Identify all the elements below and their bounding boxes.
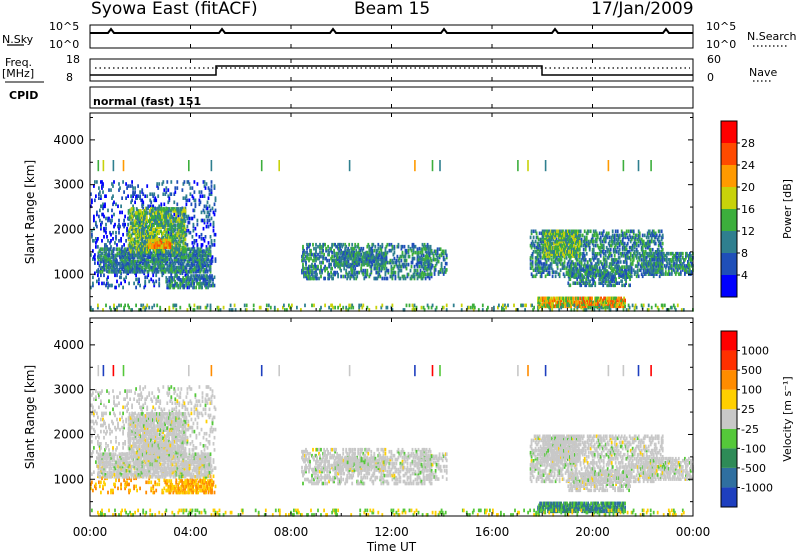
time-tick-label: 16:00	[475, 525, 510, 539]
nsearch-tick-bottom: 10^0	[706, 38, 737, 51]
colorbar-label: Power [dB]	[781, 179, 794, 239]
colorbar-segment	[721, 143, 737, 165]
colorbar-segment	[721, 331, 737, 351]
colorbar-segment	[721, 467, 737, 488]
colorbar-segment	[721, 448, 737, 468]
colorbar-segment	[721, 253, 737, 275]
colorbar-tick-label: 8	[741, 247, 748, 260]
colorbar-tick-label: 1000	[741, 345, 769, 358]
freq-tick-top: 18	[66, 53, 80, 66]
colorbar-tick-label: 24	[741, 159, 755, 172]
range-tick-label: 3000	[53, 383, 84, 397]
colorbar-tick-label: -1000	[741, 481, 773, 494]
velocity-axis: 4000 3000 2000 1000 Slant Range [km]	[23, 321, 693, 503]
nave-tick-top: 60	[707, 53, 721, 66]
colorbar-segment	[721, 389, 737, 410]
colorbar-segment	[721, 350, 737, 371]
colorbar-tick-label: 28	[741, 137, 755, 150]
range-tick-label: 4000	[53, 133, 84, 147]
colorbar-tick-label: 25	[741, 403, 755, 416]
colorbar-segment	[721, 428, 737, 449]
colorbar-segment	[721, 231, 737, 253]
nsearch-label: N.Search	[747, 30, 797, 43]
range-axis-label: Slant Range [km]	[23, 365, 37, 469]
freq-line	[90, 65, 693, 76]
colorbar-tick-label: -25	[741, 423, 759, 436]
time-tick-label: 00:00	[676, 525, 711, 539]
colorbar-tick-label: -100	[741, 442, 766, 455]
power-cells	[90, 160, 694, 312]
nsky-label: N.Sky	[2, 33, 34, 46]
range-tick-label: 2000	[53, 427, 84, 441]
colorbar-segment	[721, 187, 737, 209]
colorbar-segment	[721, 275, 737, 297]
colorbar-tick-label: 16	[741, 203, 755, 216]
colorbar-tick-label: 20	[741, 181, 755, 194]
range-tick-label: 4000	[53, 338, 84, 352]
range-tick-label: 3000	[53, 178, 84, 192]
range-tick-label: 2000	[53, 222, 84, 236]
nsky-tick-bottom: 10^0	[49, 38, 80, 51]
power-colorbar: 28 24 20 16 12 8 4 Power [dB]	[720, 120, 794, 298]
date-label: 17/Jan/2009	[591, 0, 694, 19]
noise-sky-line	[90, 27, 693, 34]
range-tick-label: 1000	[53, 267, 84, 281]
velocity-cells	[90, 365, 694, 517]
colorbar-segment	[721, 487, 737, 507]
colorbar-tick-label: 500	[741, 364, 762, 377]
time-tick-label: 04:00	[173, 525, 208, 539]
time-axis-label: Time UT	[366, 540, 417, 554]
colorbar-segment	[721, 165, 737, 187]
colorbar-tick-label: 12	[741, 225, 755, 238]
colorbar-tick-label: 4	[741, 269, 748, 282]
freq-label: Freq.	[5, 56, 33, 69]
colorbar-segment	[721, 209, 737, 231]
freq-tick-bottom: 8	[66, 71, 73, 84]
colorbar-tick-label: -500	[741, 462, 766, 475]
power-axis: 4000 3000 2000 1000 Slant Range [km]	[23, 116, 693, 298]
colorbar-label: Velocity [m s⁻¹]	[781, 376, 794, 461]
time-tick-label: 08:00	[274, 525, 309, 539]
colorbar-segment	[721, 121, 737, 143]
nave-label: Nave	[749, 66, 778, 79]
time-tick-label: 12:00	[374, 525, 409, 539]
colorbar-segment	[721, 409, 737, 429]
time-tick-label: 00:00	[73, 525, 108, 539]
beam-label: Beam 15	[354, 0, 431, 19]
time-tick-label: 20:00	[575, 525, 610, 539]
freq-unit-label: [MHz]	[2, 67, 35, 80]
velocity-colorbar: 1000 500 100 25 -25 -100 -500 -1000 Velocity [m …	[720, 330, 794, 508]
station-title: Syowa East (fitACF)	[91, 0, 258, 19]
nsearch-tick-top: 10^5	[706, 20, 737, 33]
nave-tick-bottom: 0	[707, 71, 714, 84]
colorbar-segment	[721, 370, 737, 390]
colorbar-tick-label: 100	[741, 384, 762, 397]
nsky-tick-top: 10^5	[49, 20, 80, 33]
cpid-value: normal (fast) 151	[93, 95, 202, 108]
cpid-label: CPID	[9, 89, 39, 102]
range-axis-label: Slant Range [km]	[23, 160, 37, 264]
range-tick-label: 1000	[53, 472, 84, 486]
time-axis: 00:00 04:00 08:00 12:00 16:00 20:00 00:00 Time …	[73, 25, 711, 554]
